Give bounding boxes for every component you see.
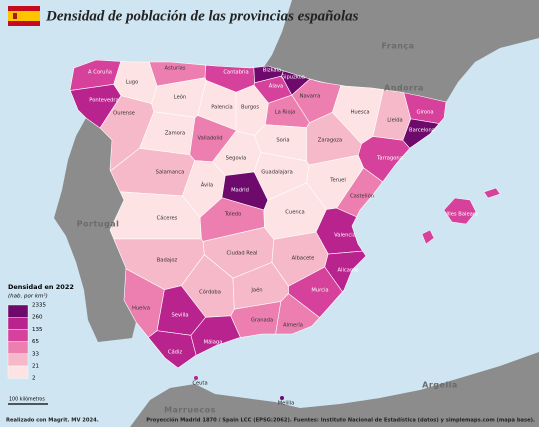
province-label: Teruel [329,178,346,184]
province-label: La Rioja [275,110,296,116]
province-label: Segovia [226,156,247,162]
province-label: Ourense [113,111,135,117]
province-label: Toledo [224,212,242,218]
province-label: León [174,94,186,101]
legend-title: Densidad en 2022 [8,283,74,291]
province-label: Lleida [387,118,402,124]
title: Densidad de población de las provincias … [45,8,359,24]
city-label: Ceuta [192,381,207,387]
spain [69,59,501,400]
flag-crest [13,13,17,19]
legend-swatch [7,329,29,342]
province-label: Cuenca [285,210,304,216]
legend-break: 2335 [32,303,46,309]
province-label: A Coruña [88,70,112,76]
province-label: Sevilla [171,313,188,319]
legend-subtitle: (hab. por km²) [8,293,48,300]
province-label: Soria [276,138,289,144]
province-label: Albacete [292,256,315,262]
province [69,84,122,129]
province-label: Málaga [204,339,223,346]
city-label: Melilla [278,401,295,407]
labels: A Coruña Lugo Pontevedra Ourense Asturias Can… [77,42,478,415]
country-label: Argelia [422,381,458,390]
province-label: Alicante [338,268,359,274]
province-label: Cáceres [157,215,178,222]
morocco-algeria [130,352,539,427]
province-label: Castellón [350,193,374,200]
province-label: Valencia [334,233,356,239]
france [262,0,539,102]
province-label: Illes Balears [446,212,478,218]
flag-band [8,11,40,21]
province-label: Madrid [231,188,249,194]
legend-swatch [7,353,29,367]
province-label: Jaén [250,287,262,294]
province-label: Zamora [165,131,185,137]
province-label: Zaragoza [318,138,342,144]
province-label: Álava [269,83,283,90]
island-menorca [483,187,501,199]
province-label: Guadalajara [261,170,293,176]
province-label: Ávila [201,182,213,189]
province-label: Murcia [311,288,328,294]
province-label: Valladolid [197,136,222,142]
province-label: Pontevedra [89,98,119,104]
province-label: Tarragona [376,156,403,162]
province-label: Burgos [241,105,259,111]
legend-swatch [7,341,29,355]
legend-swatch [7,304,29,318]
portugal [54,118,136,342]
credit: Realizado con Magrit. MV 2024. [6,418,99,424]
province-label: Almería [283,322,303,329]
province-label: Ciudad Real [227,251,258,257]
province-label: Salamanca [156,170,185,176]
province-label: Badajoz [157,258,178,264]
province-label: Lugo [126,80,139,86]
island-mallorca [443,197,477,225]
province-label: Asturias [164,66,185,72]
country-label: França [381,42,414,51]
province [324,250,367,293]
island-ibiza [421,229,435,245]
legend: 2335 260 135 65 33 21 2 [7,303,46,382]
city [194,376,198,380]
legend-break: 2 [32,376,36,382]
province [190,315,241,356]
country-label: Portugal [77,220,120,229]
legend-break: 33 [32,351,39,357]
province [147,330,197,369]
province-label: Gipuzkoa [281,75,305,81]
province-label: Navarra [300,94,321,100]
province-label: Bizkaia [263,68,281,74]
province-label: Cádiz [168,349,183,356]
legend-break: 135 [32,327,43,333]
source: Proyección Madrid 1870 / Spain LCC (EPSG… [146,417,535,424]
legend-break: 260 [32,315,43,321]
province-label: Córdoba [199,289,221,296]
legend-break: 65 [32,339,39,345]
province-label: Palencia [211,105,232,111]
legend-swatch [7,317,29,330]
province-label: Huelva [132,306,150,312]
province-label: Cantabria [223,70,248,76]
legend-swatch [7,365,29,379]
country-label: Marruecos [164,406,216,415]
legend-break: 21 [32,364,39,370]
province-label: Girona [416,110,433,116]
scale-label: 100 kilómetros [9,396,45,403]
province-label: Barcelona [409,128,435,134]
province-label: Huesca [350,110,369,116]
province [275,293,321,335]
province-label: Granada [251,318,273,324]
country-label: Andorra [384,84,424,93]
city [280,396,284,400]
